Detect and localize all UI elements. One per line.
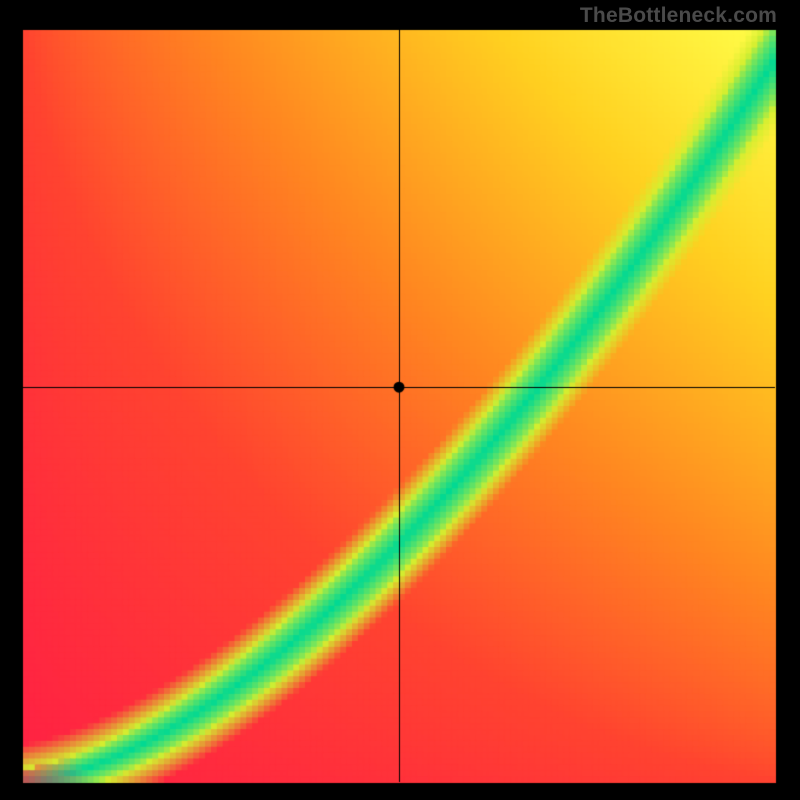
chart-container: TheBottleneck.com	[0, 0, 800, 800]
watermark-text: TheBottleneck.com	[580, 4, 777, 28]
bottleneck-heatmap	[0, 0, 800, 800]
